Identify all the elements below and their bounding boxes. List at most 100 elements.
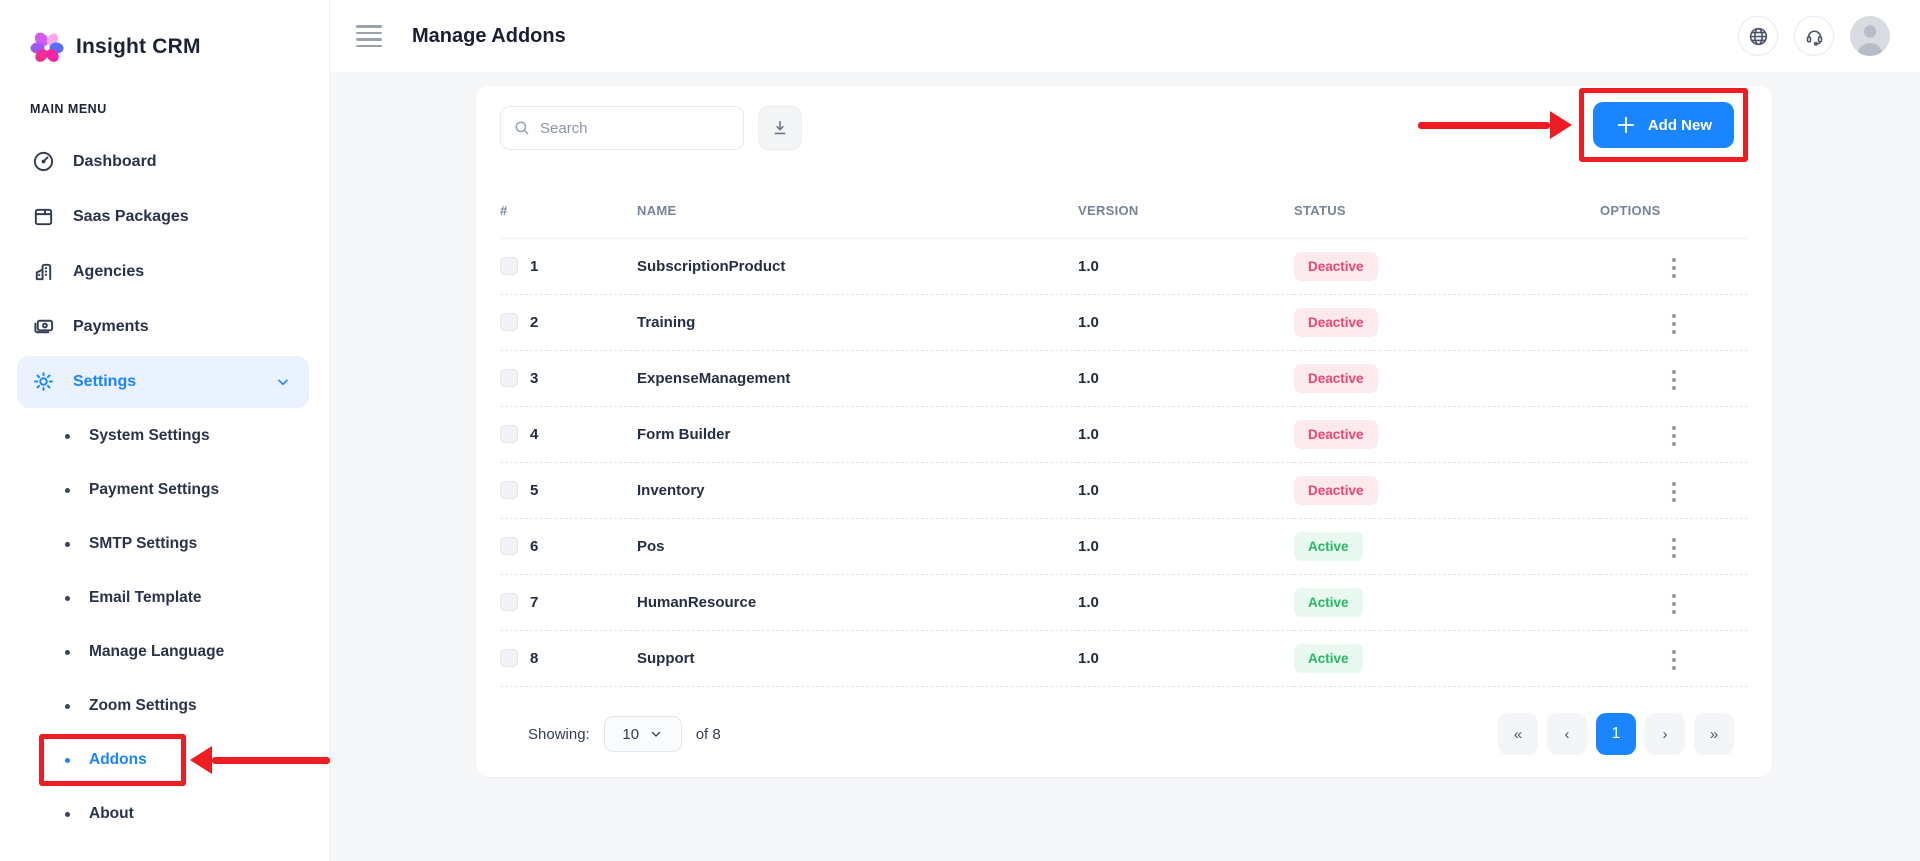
table-row: 6 Pos 1.0 Active bbox=[500, 518, 1748, 575]
settings-submenu: System Settings Payment Settings SMTP Se… bbox=[0, 409, 330, 841]
row-options-kebab-icon[interactable] bbox=[1664, 532, 1684, 564]
language-globe-button[interactable] bbox=[1738, 16, 1778, 56]
row-options-kebab-icon[interactable] bbox=[1664, 252, 1684, 284]
submenu-item-email-template[interactable]: Email Template bbox=[0, 571, 329, 625]
row-checkbox[interactable] bbox=[500, 313, 518, 331]
row-options-kebab-icon[interactable] bbox=[1664, 476, 1684, 508]
main-menu: Dashboard Saas Packages Agencies bbox=[0, 134, 329, 409]
add-new-button[interactable]: Add New bbox=[1592, 102, 1734, 148]
row-number: 6 bbox=[530, 537, 539, 555]
status-badge: Active bbox=[1294, 644, 1363, 673]
submenu-label: Addons bbox=[89, 751, 147, 768]
payments-icon bbox=[32, 315, 55, 338]
row-checkbox[interactable] bbox=[500, 425, 518, 443]
topbar-actions bbox=[1738, 16, 1890, 56]
sidebar-item-label: Dashboard bbox=[73, 152, 157, 170]
status-badge: Deactive bbox=[1294, 308, 1378, 337]
submenu-item-about[interactable]: About bbox=[0, 787, 329, 841]
export-download-button[interactable] bbox=[758, 106, 802, 150]
status-badge: Deactive bbox=[1294, 420, 1378, 449]
page-size-value: 10 bbox=[622, 725, 640, 743]
search-box bbox=[500, 106, 744, 150]
addon-version: 1.0 bbox=[1078, 238, 1294, 295]
sidebar-item-saas-packages[interactable]: Saas Packages bbox=[0, 189, 329, 244]
table-row: 4 Form Builder 1.0 Deactive bbox=[500, 406, 1748, 463]
sidebar-item-dashboard[interactable]: Dashboard bbox=[0, 134, 329, 189]
pagination-last-button[interactable]: » bbox=[1694, 713, 1734, 755]
total-count-label: of 8 bbox=[695, 725, 721, 743]
row-checkbox[interactable] bbox=[500, 369, 518, 387]
pagination-prev-button[interactable]: ‹ bbox=[1547, 713, 1587, 755]
row-number: 5 bbox=[530, 481, 539, 499]
addon-version: 1.0 bbox=[1078, 630, 1294, 687]
sidebar-item-agencies[interactable]: Agencies bbox=[0, 244, 329, 299]
row-checkbox[interactable] bbox=[500, 257, 518, 275]
addon-name: Training bbox=[637, 294, 1078, 351]
pagination-next-button[interactable]: › bbox=[1645, 713, 1685, 755]
addon-name: SubscriptionProduct bbox=[637, 238, 1078, 295]
hamburger-menu-icon[interactable] bbox=[356, 25, 382, 47]
bullet-icon bbox=[65, 703, 70, 709]
row-checkbox[interactable] bbox=[500, 537, 518, 555]
table-row: 7 HumanResource 1.0 Active bbox=[500, 574, 1748, 631]
row-number: 8 bbox=[530, 649, 539, 667]
submenu-label: System Settings bbox=[89, 427, 210, 444]
row-options-kebab-icon[interactable] bbox=[1664, 364, 1684, 396]
table-header-row: # NAME VERSION STATUS OPTIONS bbox=[500, 184, 1748, 239]
row-options-kebab-icon[interactable] bbox=[1664, 308, 1684, 340]
addon-name: Support bbox=[637, 630, 1078, 687]
table-row: 8 Support 1.0 Active bbox=[500, 630, 1748, 687]
row-number: 1 bbox=[530, 257, 539, 275]
addon-version: 1.0 bbox=[1078, 574, 1294, 631]
annotation-box-addons: Addons bbox=[39, 734, 330, 786]
menu-section-label: MAIN MENU bbox=[30, 102, 107, 116]
submenu-item-payment-settings[interactable]: Payment Settings bbox=[0, 463, 329, 517]
row-checkbox[interactable] bbox=[500, 593, 518, 611]
annotation-arrow-addons bbox=[190, 746, 330, 774]
submenu-label: Email Template bbox=[89, 589, 202, 606]
sidebar-item-label: Saas Packages bbox=[73, 207, 189, 225]
sidebar-item-payments[interactable]: Payments bbox=[0, 299, 329, 354]
submenu-item-system-settings[interactable]: System Settings bbox=[0, 409, 329, 463]
submenu-label: SMTP Settings bbox=[89, 535, 198, 552]
submenu-item-smtp-settings[interactable]: SMTP Settings bbox=[0, 517, 329, 571]
bullet-icon bbox=[65, 541, 70, 547]
search-icon bbox=[513, 119, 531, 137]
addon-name: HumanResource bbox=[637, 574, 1078, 631]
page-size-select[interactable]: 10 bbox=[603, 716, 682, 752]
addon-version: 1.0 bbox=[1078, 462, 1294, 519]
user-avatar[interactable] bbox=[1850, 16, 1890, 56]
page-title: Manage Addons bbox=[412, 24, 566, 47]
submenu-item-manage-language[interactable]: Manage Language bbox=[0, 625, 329, 679]
addon-version: 1.0 bbox=[1078, 294, 1294, 351]
sidebar-item-settings[interactable]: Settings bbox=[0, 354, 329, 409]
status-badge: Deactive bbox=[1294, 251, 1378, 281]
status-badge: Active bbox=[1294, 532, 1363, 561]
row-options-kebab-icon[interactable] bbox=[1664, 420, 1684, 452]
pagination-page-1-button[interactable]: 1 bbox=[1596, 713, 1636, 755]
building-icon bbox=[32, 260, 55, 283]
row-options-kebab-icon[interactable] bbox=[1664, 588, 1684, 620]
submenu-item-addons[interactable]: Addons bbox=[0, 733, 330, 787]
annotation-arrow-add-new bbox=[1417, 111, 1572, 139]
support-headset-button[interactable] bbox=[1794, 16, 1834, 56]
pagination-first-button[interactable]: « bbox=[1498, 713, 1538, 755]
table-row: 2 Training 1.0 Deactive bbox=[500, 294, 1748, 351]
submenu-item-zoom-settings[interactable]: Zoom Settings bbox=[0, 679, 329, 733]
annotation-box-add-new: Add New bbox=[1417, 88, 1748, 162]
column-header-index: # bbox=[500, 184, 637, 239]
row-checkbox[interactable] bbox=[500, 649, 518, 667]
column-header-version: VERSION bbox=[1078, 184, 1294, 239]
addon-name: ExpenseManagement bbox=[637, 350, 1078, 407]
row-options-kebab-icon[interactable] bbox=[1664, 644, 1684, 676]
card-toolbar: Add New bbox=[500, 88, 1748, 162]
submenu-label: Zoom Settings bbox=[89, 697, 197, 714]
search-input[interactable] bbox=[540, 119, 731, 137]
row-number: 3 bbox=[530, 369, 539, 387]
pagination: « ‹ 1 › » bbox=[1498, 713, 1734, 755]
topbar: Manage Addons bbox=[330, 0, 1920, 72]
sidebar: Insight CRM MAIN MENU Dashboard Saas Pac… bbox=[0, 0, 330, 861]
bullet-icon bbox=[65, 811, 70, 817]
row-number: 2 bbox=[530, 313, 539, 331]
row-checkbox[interactable] bbox=[500, 481, 518, 499]
